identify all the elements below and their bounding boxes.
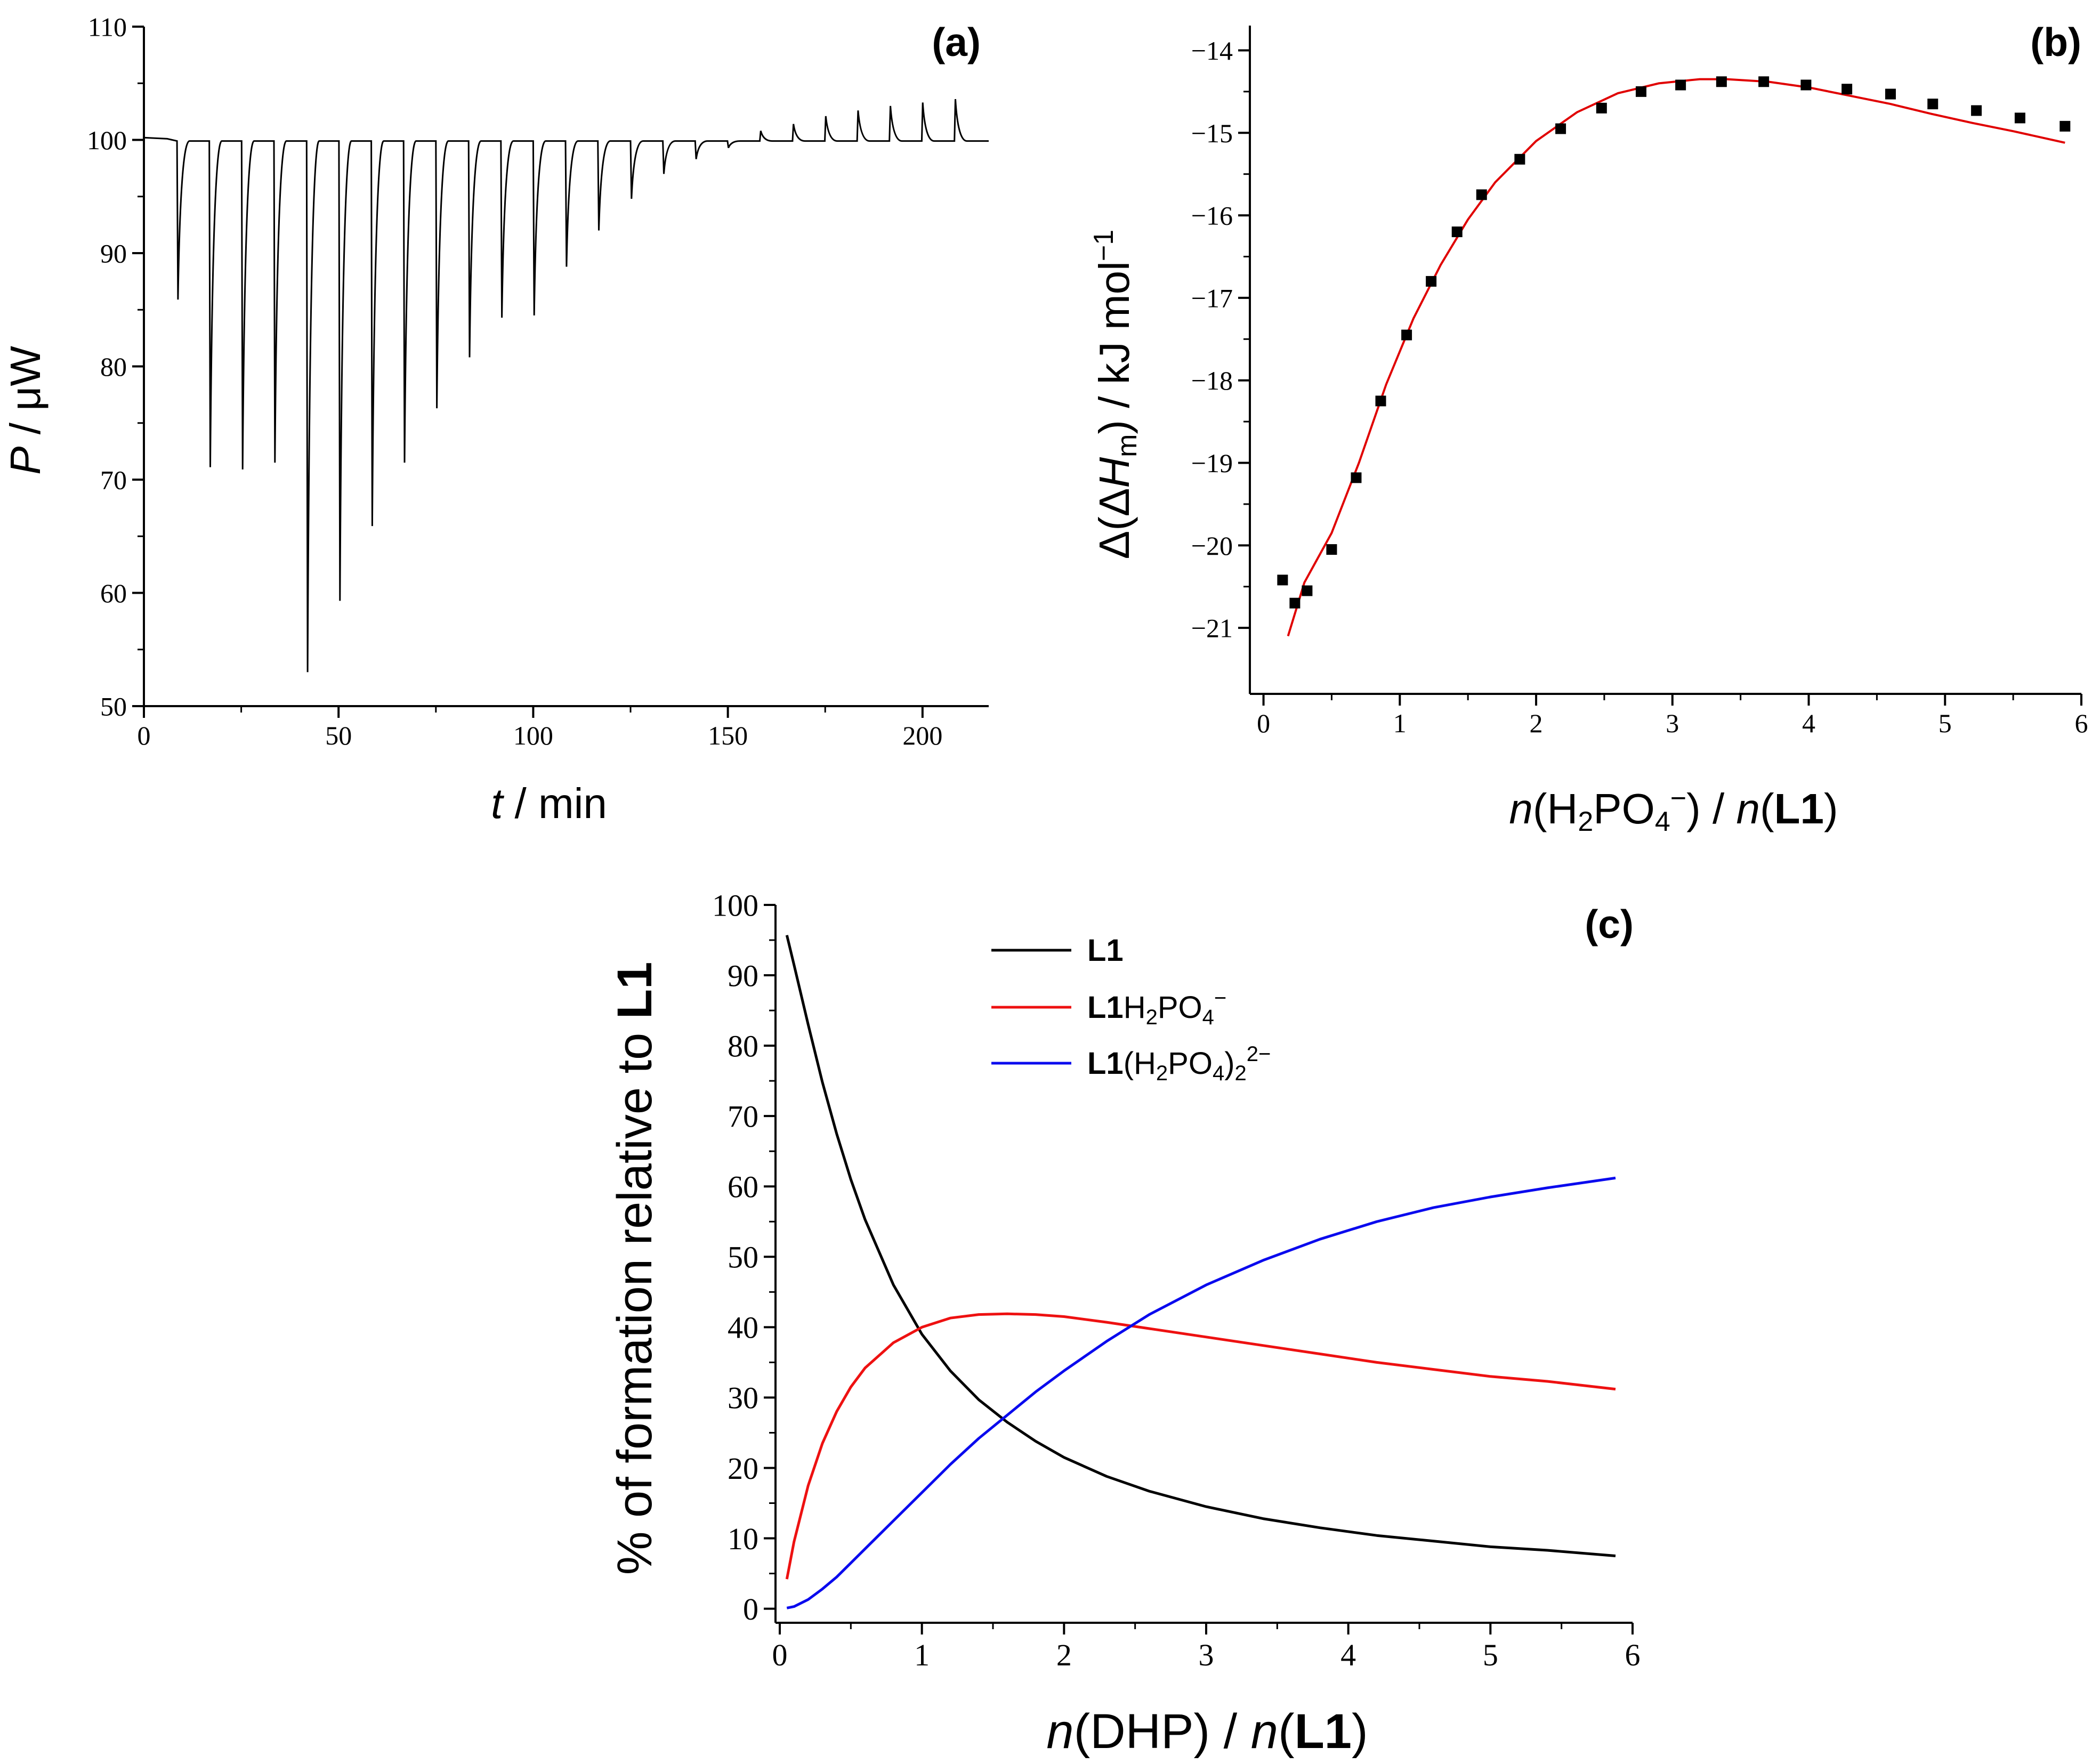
data-point	[1675, 79, 1686, 91]
y-tick-label: 0	[743, 1592, 758, 1627]
panel-b-x-axis-label: n(H2PO4−) / n(L1)	[1509, 783, 1838, 837]
data-point	[1401, 329, 1412, 341]
data-point	[1971, 105, 1982, 116]
data-point	[2059, 120, 2071, 132]
data-point	[1426, 276, 1437, 287]
y-tick-label: 10	[728, 1522, 758, 1556]
y-tick-label: −21	[1191, 613, 1233, 643]
panel-a-x-axis-label: t / min	[491, 780, 607, 827]
panel-a-label: (a)	[932, 20, 981, 64]
y-tick-label: −17	[1191, 283, 1233, 313]
y-tick-label: 60	[728, 1170, 758, 1204]
y-tick-label: 70	[100, 465, 127, 495]
x-tick-label: 0	[772, 1638, 788, 1672]
thermogram-trace	[143, 99, 989, 673]
data-point	[1841, 84, 1853, 95]
x-tick-label: 200	[902, 721, 942, 750]
panel-b-plot: 0 1 2 3 4 5 6 −14 −15 −16 −17 −18 −19 −20 −21	[1191, 26, 2088, 738]
y-tick-label: 60	[100, 578, 127, 608]
y-tick-label: 70	[728, 1099, 758, 1134]
data-point	[1635, 86, 1646, 97]
panel-b-y-axis-label: Δ(ΔHm) / kJ mol−1	[1088, 230, 1143, 559]
x-tick-label: 2	[1530, 708, 1543, 738]
panel-b: 0 1 2 3 4 5 6 −14 −15 −16 −17 −18 −19 −20 −21 (b) n(H2…	[1088, 20, 2088, 837]
series-line-2	[786, 1176, 1616, 1609]
y-tick-label: 100	[712, 888, 758, 923]
data-point	[1716, 76, 1727, 87]
y-tick-label: −15	[1191, 118, 1233, 148]
x-tick-label: 3	[1666, 708, 1679, 738]
data-point	[1375, 395, 1386, 407]
y-tick-label: 90	[728, 958, 758, 993]
data-point	[1302, 585, 1313, 596]
y-tick-label: 30	[728, 1381, 758, 1415]
data-point	[1758, 76, 1770, 87]
data-point	[1476, 189, 1487, 200]
data-point	[1277, 574, 1288, 586]
panel-c-y-axis-label: % of formation relative to L1	[608, 962, 662, 1575]
panel-c-legend: L1 L1H2PO4− L1(H2PO4)22−	[991, 933, 1271, 1085]
y-tick-label: −18	[1191, 366, 1233, 395]
data-point	[1885, 88, 1896, 100]
y-tick-label: 80	[100, 352, 127, 382]
panel-a-plot: 0 50 100 150 200 50 60 70 80 90 100 110	[87, 12, 989, 750]
x-tick-label: 6	[2075, 708, 2088, 738]
panel-b-label: (b)	[2030, 20, 2081, 64]
x-tick-label: 1	[1393, 708, 1407, 738]
panel-c-x-axis-label: n(DHP) / n(L1)	[1046, 1704, 1368, 1759]
fit-curve	[1287, 78, 2065, 637]
x-tick-label: 4	[1802, 708, 1815, 738]
series-line-1	[785, 1312, 1616, 1580]
data-point	[1927, 99, 1938, 110]
x-tick-label: 5	[1938, 708, 1952, 738]
x-tick-label: 0	[1257, 708, 1270, 738]
data-point	[1289, 597, 1301, 609]
x-tick-label: 5	[1483, 1638, 1498, 1672]
x-tick-label: 0	[138, 721, 151, 750]
y-tick-label: 50	[100, 692, 127, 722]
y-tick-label: 20	[728, 1451, 758, 1486]
data-point	[1326, 544, 1337, 555]
legend-label-l1h2po4-2: L1(H2PO4)22−	[1087, 1042, 1271, 1085]
y-tick-label: 100	[87, 125, 127, 155]
legend-label-l1: L1	[1087, 933, 1124, 968]
data-point	[1351, 472, 1362, 483]
y-tick-label: −19	[1191, 448, 1233, 478]
data-point	[1514, 153, 1525, 165]
y-tick-label: −20	[1191, 531, 1233, 561]
data-point	[1596, 102, 1607, 114]
data-point	[1555, 123, 1566, 134]
data-point	[1451, 226, 1463, 238]
panel-c-label: (c)	[1585, 902, 1634, 946]
x-tick-label: 6	[1625, 1638, 1641, 1672]
y-tick-label: −16	[1191, 201, 1233, 231]
series-line-0	[785, 935, 1616, 1557]
y-tick-label: 90	[100, 239, 127, 269]
data-point	[1800, 79, 1812, 91]
y-tick-label: 40	[728, 1310, 758, 1345]
y-tick-label: 50	[728, 1240, 758, 1275]
y-tick-label: 110	[88, 12, 127, 42]
legend-label-l1h2po4: L1H2PO4−	[1087, 986, 1226, 1029]
x-tick-label: 1	[914, 1638, 930, 1672]
y-tick-label: 80	[728, 1029, 758, 1063]
x-tick-label: 50	[325, 721, 352, 750]
data-point	[2014, 112, 2025, 124]
panel-a: 0 50 100 150 200 50 60 70 80 90 100 110 (a) t / min…	[2, 12, 989, 827]
x-tick-label: 4	[1340, 1638, 1356, 1672]
x-tick-label: 150	[708, 721, 748, 750]
x-tick-label: 2	[1056, 1638, 1072, 1672]
x-tick-label: 100	[513, 721, 553, 750]
panel-a-y-axis-label: P / μW	[2, 346, 49, 475]
x-tick-label: 3	[1199, 1638, 1214, 1672]
y-tick-label: −14	[1191, 36, 1233, 66]
